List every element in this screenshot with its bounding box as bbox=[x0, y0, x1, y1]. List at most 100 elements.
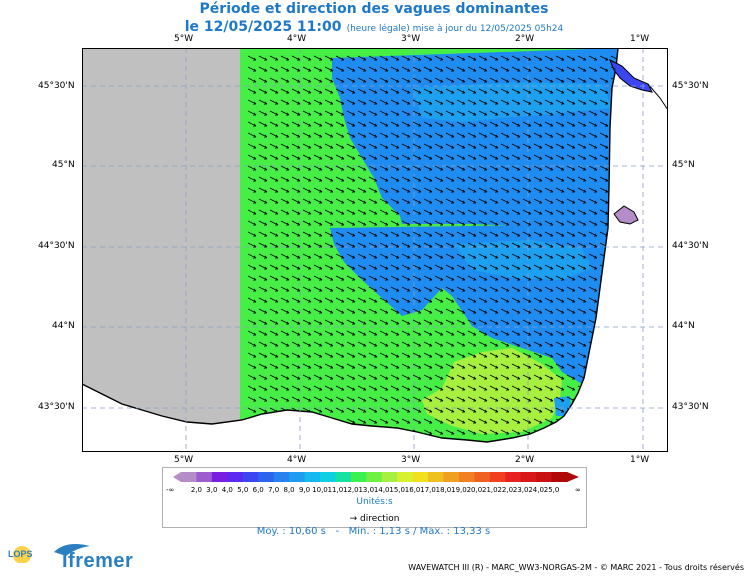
direction-arrow bbox=[434, 88, 444, 94]
direction-arrow bbox=[555, 110, 565, 116]
direction-arrow bbox=[566, 209, 576, 215]
direction-arrow bbox=[313, 319, 323, 325]
direction-arrow bbox=[291, 187, 301, 193]
direction-arrow bbox=[335, 319, 345, 325]
direction-arrow bbox=[467, 220, 477, 226]
direction-arrow bbox=[412, 242, 422, 248]
direction-arrow bbox=[269, 88, 279, 94]
direction-arrow bbox=[302, 275, 312, 281]
lat-label-right: 45°30'N bbox=[672, 81, 709, 91]
direction-arrow bbox=[478, 99, 488, 105]
direction-arrow bbox=[412, 385, 422, 391]
direction-arrow bbox=[412, 286, 422, 292]
direction-arrow bbox=[467, 66, 477, 72]
direction-arrow bbox=[588, 88, 598, 94]
direction-arrow bbox=[434, 121, 444, 127]
direction-arrow bbox=[434, 77, 444, 83]
direction-arrow bbox=[379, 407, 389, 413]
direction-arrow bbox=[599, 209, 609, 215]
direction-arrow bbox=[324, 77, 334, 83]
direction-arrow bbox=[456, 341, 466, 347]
direction-arrow bbox=[412, 253, 422, 259]
direction-arrow bbox=[445, 77, 455, 83]
direction-arrow bbox=[555, 55, 565, 61]
direction-arrow bbox=[511, 154, 521, 160]
direction-arrow bbox=[280, 330, 290, 336]
direction-arrow bbox=[467, 88, 477, 94]
lat-label-left: 45°N bbox=[52, 160, 75, 170]
direction-arrow bbox=[269, 242, 279, 248]
direction-arrow bbox=[555, 396, 565, 402]
direction-arrow bbox=[280, 154, 290, 160]
direction-arrow bbox=[544, 132, 554, 138]
direction-arrow bbox=[280, 242, 290, 248]
direction-arrow bbox=[412, 198, 422, 204]
direction-arrow bbox=[302, 363, 312, 369]
direction-arrow bbox=[445, 110, 455, 116]
direction-arrow bbox=[379, 66, 389, 72]
direction-label: direction bbox=[359, 514, 400, 524]
direction-arrow bbox=[258, 110, 268, 116]
direction-arrow bbox=[456, 407, 466, 413]
direction-arrow bbox=[500, 231, 510, 237]
direction-arrow bbox=[280, 341, 290, 347]
direction-arrow bbox=[346, 209, 356, 215]
direction-arrow bbox=[544, 275, 554, 281]
direction-arrow bbox=[412, 220, 422, 226]
direction-arrow bbox=[588, 308, 598, 314]
direction-arrow bbox=[258, 132, 268, 138]
lat-label-left: 44°30'N bbox=[38, 241, 75, 251]
direction-arrow bbox=[445, 319, 455, 325]
direction-arrow bbox=[566, 132, 576, 138]
direction-arrow bbox=[390, 275, 400, 281]
direction-arrow bbox=[467, 330, 477, 336]
direction-arrow bbox=[324, 363, 334, 369]
direction-arrow bbox=[346, 418, 356, 424]
direction-arrow bbox=[324, 198, 334, 204]
direction-arrow bbox=[258, 66, 268, 72]
direction-arrow bbox=[478, 154, 488, 160]
direction-arrow bbox=[456, 231, 466, 237]
direction-arrow bbox=[467, 418, 477, 424]
direction-arrow bbox=[357, 418, 367, 424]
scale-tick-label: 12,0 bbox=[343, 486, 359, 494]
direction-arrow bbox=[533, 374, 543, 380]
direction-arrow bbox=[412, 176, 422, 182]
direction-arrow bbox=[313, 264, 323, 270]
direction-arrow bbox=[588, 121, 598, 127]
direction-arrow bbox=[379, 187, 389, 193]
direction-arrow bbox=[346, 66, 356, 72]
direction-arrow bbox=[302, 99, 312, 105]
direction-arrow bbox=[412, 99, 422, 105]
direction-arrow bbox=[280, 319, 290, 325]
direction-arrow bbox=[280, 297, 290, 303]
direction-arrow bbox=[269, 275, 279, 281]
direction-arrow bbox=[456, 55, 466, 61]
direction-arrow bbox=[544, 66, 554, 72]
direction-arrow bbox=[434, 330, 444, 336]
scale-swatch bbox=[181, 472, 197, 482]
direction-arrow bbox=[511, 352, 521, 358]
lat-label-left: 43°30'N bbox=[38, 402, 75, 412]
direction-arrow bbox=[533, 407, 543, 413]
wave-map[interactable] bbox=[82, 48, 668, 452]
direction-arrow bbox=[258, 363, 268, 369]
direction-arrow bbox=[478, 55, 488, 61]
direction-arrow bbox=[346, 165, 356, 171]
direction-arrow bbox=[247, 154, 257, 160]
direction-arrow bbox=[258, 187, 268, 193]
direction-arrow bbox=[357, 165, 367, 171]
direction-arrow bbox=[500, 363, 510, 369]
direction-arrow bbox=[412, 352, 422, 358]
direction-arrow bbox=[401, 363, 411, 369]
direction-arrow bbox=[258, 220, 268, 226]
direction-arrow bbox=[390, 286, 400, 292]
direction-arrow bbox=[379, 143, 389, 149]
direction-arrow bbox=[335, 198, 345, 204]
scale-swatch bbox=[505, 472, 522, 482]
direction-arrow bbox=[401, 88, 411, 94]
direction-arrow bbox=[401, 352, 411, 358]
direction-arrow bbox=[401, 154, 411, 160]
lat-label-right: 44°30'N bbox=[672, 241, 709, 251]
direction-arrow bbox=[467, 110, 477, 116]
